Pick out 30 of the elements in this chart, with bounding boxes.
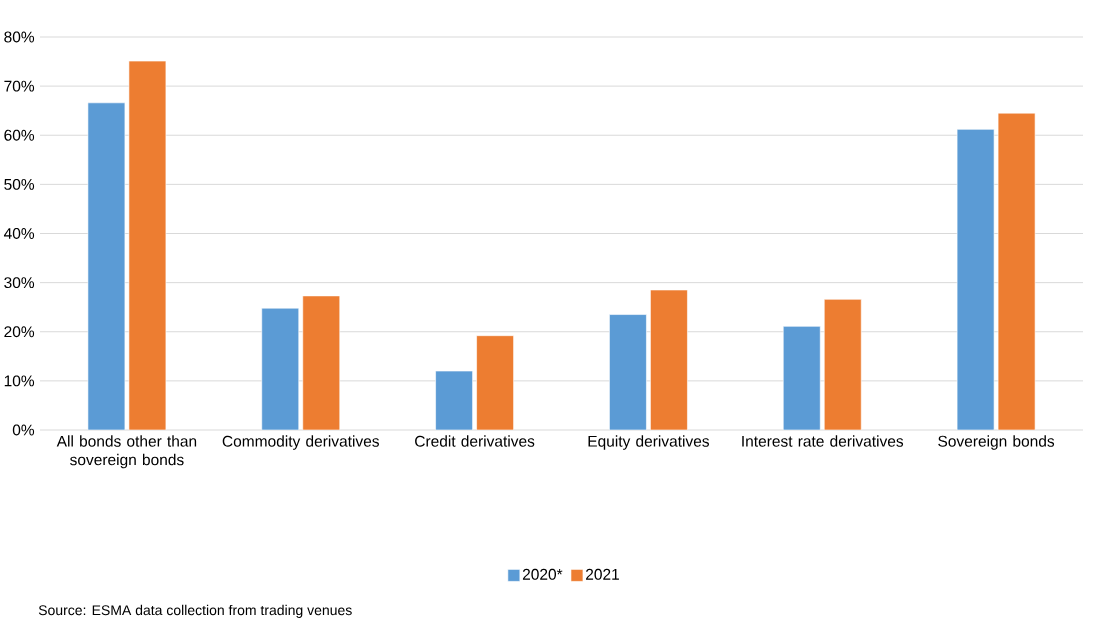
y-tick-label: 60%: [4, 129, 35, 141]
x-tick-label: All bonds other than sovereign bonds: [56, 435, 197, 469]
legend-label: 2021: [586, 568, 619, 580]
bar: [782, 326, 821, 430]
x-tick-label: Commodity derivatives: [222, 435, 379, 450]
y-tick-label: 50%: [4, 178, 35, 190]
y-tick-label: 20%: [4, 326, 35, 338]
bar: [435, 370, 473, 430]
bar: [476, 335, 514, 430]
y-tick-label: 80%: [4, 31, 35, 43]
x-tick-label: Credit derivatives: [415, 435, 535, 447]
bar: [650, 289, 688, 430]
x-tick-label: Sovereign bonds: [938, 435, 1055, 450]
y-tick-label: 70%: [4, 80, 35, 92]
bar: [997, 112, 1036, 430]
y-tick-label: 0%: [12, 424, 35, 436]
source-note: Source: ESMA data collection from trading venues: [38, 604, 352, 618]
x-tick-label: Equity derivatives: [588, 435, 709, 450]
legend-label: 2020*: [522, 568, 563, 580]
bar: [87, 102, 126, 430]
x-tick-label: Interest rate derivatives: [742, 435, 904, 447]
bar: [823, 299, 862, 430]
bar: [302, 295, 341, 430]
bar: [609, 314, 647, 430]
y-tick-label: 40%: [3, 228, 35, 239]
y-tick-label: 10%: [4, 375, 35, 387]
bar: [128, 60, 167, 430]
bar: [956, 129, 995, 430]
bar: [261, 307, 300, 430]
y-tick-label: 30%: [4, 277, 35, 289]
